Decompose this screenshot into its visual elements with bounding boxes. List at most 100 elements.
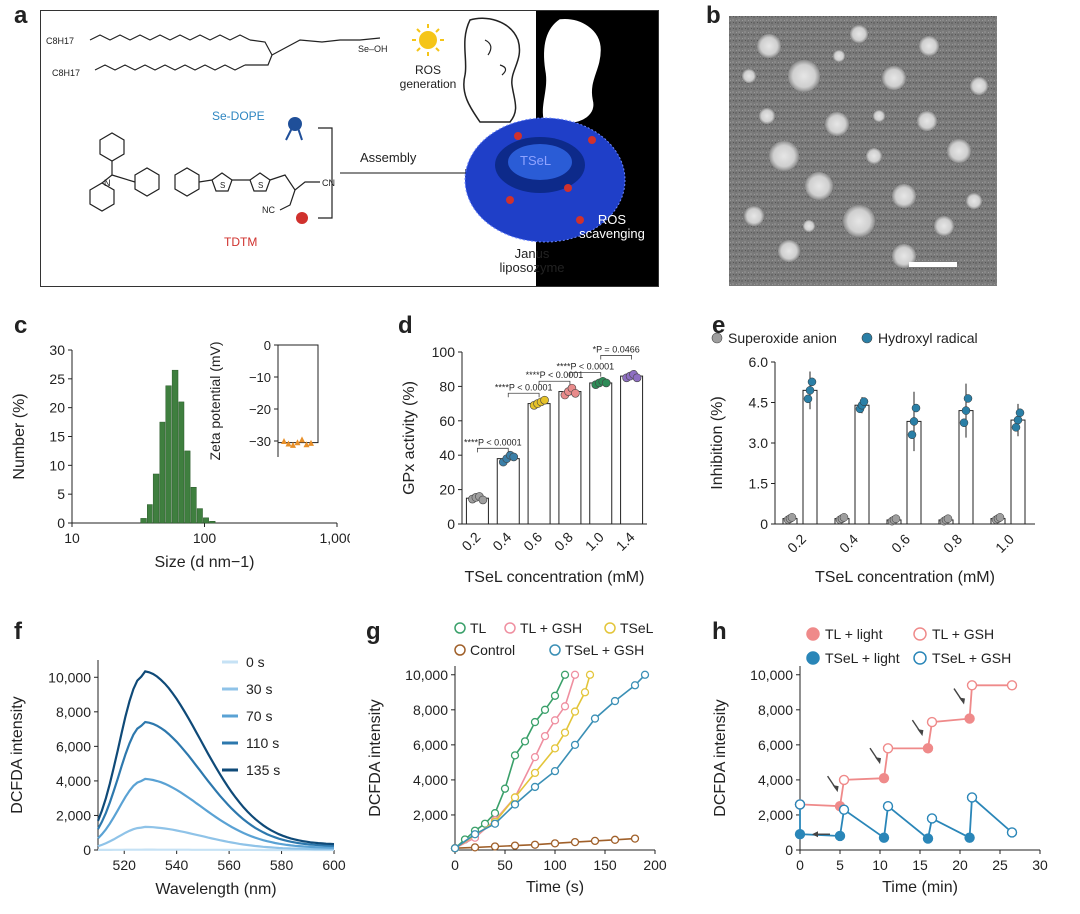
legend-marker xyxy=(454,622,466,634)
janus-line1: Janus xyxy=(515,246,550,261)
janus-faces-illustration xyxy=(463,17,601,123)
data-point xyxy=(560,702,570,711)
tdtm-s-atom-1: S xyxy=(220,181,225,190)
y-tick-label: 0 xyxy=(785,842,793,858)
legend-marker xyxy=(861,332,873,344)
chart-d-plot: 0 20 40 60 80 100 0.2 0.4 0.6 0.8 1.0 1.4 ****P < 0.… xyxy=(401,344,647,586)
x-axis-label: TSeL concentration (mM) xyxy=(465,569,645,586)
chem-c8h17-top: C8H17 xyxy=(46,36,74,46)
y-tick-label: 3.0 xyxy=(749,435,769,451)
data-point xyxy=(550,839,560,848)
histogram-bar xyxy=(209,521,216,524)
y-tick-label: 4.5 xyxy=(749,395,769,411)
histogram-bar xyxy=(196,508,203,524)
legend-label: 70 s xyxy=(246,708,272,724)
y-axis-label: Zeta potential (mV) xyxy=(207,341,223,460)
data-point xyxy=(540,731,550,741)
replicate-point xyxy=(540,395,549,405)
data-point xyxy=(834,830,846,842)
legend-label: Superoxide anion xyxy=(728,330,837,346)
y-axis-label: GPx activity (%) xyxy=(401,381,418,495)
y-tick-label: 100 xyxy=(432,344,456,360)
y-axis-label: Inhibition (%) xyxy=(709,396,726,489)
histogram-bar xyxy=(165,385,172,524)
replicate-point xyxy=(1015,408,1025,418)
panel-a-schematic: C8H17 C8H17 Se–OH Se-DOPE N S S CN NC TD… xyxy=(40,10,659,287)
histogram-bar xyxy=(147,504,153,524)
inset-y-tick-label: −30 xyxy=(249,434,271,449)
data-point xyxy=(580,688,590,697)
significance-label: ****P < 0.0001 xyxy=(464,437,522,447)
data-point xyxy=(490,809,500,818)
y-tick-label: 0 xyxy=(83,842,91,858)
significance-bracket xyxy=(569,372,602,377)
data-point xyxy=(570,707,580,716)
replicate-point xyxy=(911,403,921,413)
y-axis-label: DCFDA intensity xyxy=(712,699,729,816)
histogram-bar xyxy=(171,369,179,524)
x-tick-label: 580 xyxy=(270,857,294,873)
x-tick-label: 0.8 xyxy=(551,529,576,554)
x-tick-label: 600 xyxy=(322,857,346,873)
bar xyxy=(527,403,551,525)
sun-icon xyxy=(412,24,444,56)
histogram-bar xyxy=(178,401,185,524)
legend-label: 30 s xyxy=(246,681,272,697)
significance-bracket xyxy=(538,380,571,386)
data-point xyxy=(964,713,975,724)
data-point xyxy=(560,670,570,679)
replicate-point xyxy=(632,373,642,383)
y-axis-label: DCFDA intensity xyxy=(9,696,26,813)
y-tick-label: 10,000 xyxy=(405,667,448,683)
y-tick-label: 25 xyxy=(49,371,65,387)
sedope-structure xyxy=(89,34,381,71)
y-tick-label: 8,000 xyxy=(413,702,448,718)
y-tick-label: 6,000 xyxy=(56,738,91,754)
significance-label: ****P < 0.0001 xyxy=(495,382,553,392)
legend-marker xyxy=(711,332,723,344)
replicate-point xyxy=(995,513,1005,522)
panel-b-tem-image xyxy=(729,16,997,286)
data-point xyxy=(610,835,620,844)
ros-generation-line1: ROS xyxy=(415,63,441,77)
replicate-point xyxy=(803,394,813,404)
legend-label: 135 s xyxy=(246,762,280,778)
replicate-point xyxy=(509,452,519,462)
chart-f: 0 2,000 4,000 6,000 8,000 10,000 520 540 560 580 6… xyxy=(9,654,346,898)
replicate-point xyxy=(839,513,849,522)
data-point xyxy=(882,800,894,812)
data-point xyxy=(878,832,890,843)
data-point xyxy=(838,774,850,786)
tsel-label: TSeL xyxy=(520,153,551,168)
replicate-point xyxy=(787,513,797,522)
data-point xyxy=(926,716,938,728)
histogram-bar xyxy=(190,486,197,524)
tdtm-s-atom-2: S xyxy=(258,181,263,190)
y-tick-label: 8,000 xyxy=(56,704,91,720)
y-tick-label: 30 xyxy=(49,342,65,358)
data-point xyxy=(630,834,640,843)
data-point xyxy=(530,717,540,727)
tdtm-n-atom: N xyxy=(104,178,111,188)
y-tick-label: 4,000 xyxy=(56,773,91,789)
data-point xyxy=(510,841,520,850)
sedope-label: Se-DOPE xyxy=(212,109,265,123)
chart-g: 2,000 4,000 6,000 8,000 10,000 0 50 100 150 200 TL… xyxy=(367,620,667,896)
tdtm-structure xyxy=(89,132,320,212)
replicate-point xyxy=(1011,423,1021,432)
data-point xyxy=(510,793,520,802)
x-tick-label: 0 xyxy=(796,857,804,873)
arrow-indicator-head xyxy=(832,785,839,793)
x-tick-label: 100 xyxy=(543,857,567,873)
y-axis-label: Number (%) xyxy=(11,393,28,479)
y-tick-label: 1.5 xyxy=(749,476,769,492)
legend-label: Control xyxy=(470,642,515,658)
data-point xyxy=(490,842,500,851)
sedope-tail-icon xyxy=(285,127,303,141)
inset-point xyxy=(281,438,287,444)
y-tick-label: 20 xyxy=(49,400,65,416)
x-tick-label: 50 xyxy=(497,857,513,873)
chart-g-plot: 2,000 4,000 6,000 8,000 10,000 0 50 100 150 200 TL… xyxy=(367,620,667,896)
bar xyxy=(620,375,644,525)
legend-label: TSeL + light xyxy=(825,650,900,666)
